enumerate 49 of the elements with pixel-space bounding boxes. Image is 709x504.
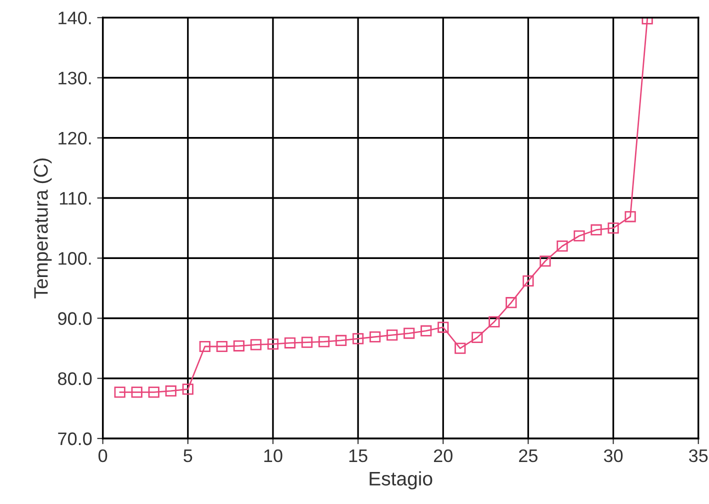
x-tick-label: 10 (264, 449, 282, 462)
point (352, 333, 364, 344)
x-axis-title: Estagio (370, 471, 432, 490)
point (250, 339, 262, 350)
point (472, 332, 483, 344)
point (318, 336, 330, 348)
point (540, 256, 551, 267)
y-tick-label: 130. (58, 72, 91, 84)
point (506, 297, 517, 308)
x-tick-label: 30 (604, 449, 623, 462)
point (301, 336, 313, 348)
point (114, 386, 126, 398)
point (608, 222, 619, 234)
point (216, 340, 228, 352)
y-tick-label: 110. (60, 192, 91, 205)
point (335, 334, 347, 346)
point (420, 325, 432, 336)
x-tick-label: 5 (184, 450, 192, 462)
y-tick-label: 80.0 (58, 372, 92, 386)
y-tick-label: 70.0 (58, 432, 92, 446)
point (131, 386, 142, 398)
point (182, 384, 194, 395)
point (624, 211, 636, 222)
y-tick-label: 140. (58, 12, 91, 24)
point (590, 224, 602, 236)
x-tick-label: 25 (519, 449, 538, 462)
point (233, 340, 244, 352)
point (438, 322, 449, 333)
point (284, 337, 296, 348)
y-tick-label: 90.0 (58, 312, 92, 325)
point (454, 342, 466, 354)
y-tick-label: 100. (58, 252, 91, 265)
point (522, 275, 534, 287)
y-tick-label: 120. (58, 132, 91, 145)
point (267, 338, 279, 350)
y-axis-title: Temperatura (C) (34, 158, 52, 298)
x-tick-label: 35 (689, 449, 708, 462)
point (574, 230, 585, 242)
point (386, 330, 398, 341)
x-tick-label: 15 (349, 450, 368, 462)
x-tick-label: 0 (98, 449, 108, 462)
x-tick-label: 20 (434, 449, 452, 462)
point (165, 385, 176, 397)
point (488, 316, 500, 328)
point (370, 331, 381, 342)
point (199, 340, 210, 352)
point (148, 386, 160, 398)
point (404, 328, 415, 339)
point (556, 240, 568, 252)
